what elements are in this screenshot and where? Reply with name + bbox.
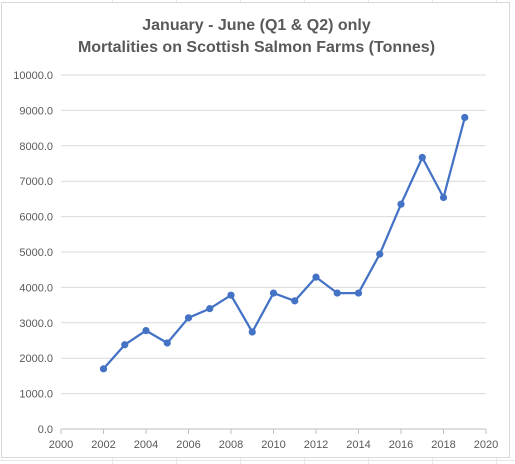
data-point (461, 113, 469, 122)
x-tick-label: 2008 (219, 439, 243, 451)
data-point (354, 289, 363, 297)
data-point (184, 314, 193, 322)
x-tick-label: 2020 (474, 439, 498, 451)
x-tick-label: 2018 (431, 439, 455, 451)
chart-title: January - June (Q1 & Q2) only Mortalitie… (2, 15, 511, 59)
x-tick-label: 2014 (346, 439, 370, 451)
y-tick-label: 5000.0 (19, 247, 53, 259)
y-tick-label: 10000.0 (13, 70, 53, 82)
x-tick-label: 2000 (49, 439, 73, 451)
x-tick-label: 2012 (304, 439, 328, 451)
chart-plot: 0.0 1000.0 2000.0 3000.0 4000.0 5000.0 6000.0 7… (13, 70, 498, 451)
series-line (102, 117, 466, 370)
y-tick-label: 6000.0 (19, 212, 53, 224)
data-point (439, 193, 448, 202)
chart-title-line-2: Mortalities on Scottish Salmon Farms (To… (77, 39, 436, 56)
y-tick-label: 3000.0 (19, 318, 53, 330)
data-point (163, 339, 171, 347)
chart-area[interactable]: January - June (Q1 & Q2) only Mortalitie… (1, 2, 510, 458)
y-tick-label: 9000.0 (19, 105, 53, 117)
x-tick-label: 2016 (389, 439, 413, 451)
y-tick-label: 2000.0 (19, 353, 53, 365)
sheet-gridline (0, 460, 515, 461)
data-point (312, 273, 320, 281)
data-point (121, 341, 129, 349)
data-point (206, 305, 214, 313)
data-point (269, 289, 278, 297)
y-tick-label: 0.0 (38, 424, 53, 436)
data-point (333, 289, 341, 297)
data-point (291, 297, 299, 305)
data-point (248, 328, 256, 336)
data-point (227, 291, 235, 299)
data-point (142, 326, 150, 335)
data-point (376, 250, 384, 258)
x-tick-label: 2010 (261, 439, 285, 451)
y-tick-label: 4000.0 (19, 282, 53, 294)
x-tick-label: 2006 (176, 439, 200, 451)
y-tick-label: 1000.0 (19, 389, 53, 401)
data-point (418, 153, 426, 162)
chart-title-line-1: January - June (Q1 & Q2) only (142, 17, 371, 34)
y-tick-label: 7000.0 (19, 176, 53, 188)
x-tick-label: 2002 (91, 439, 115, 451)
x-tick-label: 2004 (134, 439, 158, 451)
data-point (99, 365, 108, 373)
data-point (397, 200, 405, 208)
y-tick-label: 8000.0 (19, 141, 53, 153)
